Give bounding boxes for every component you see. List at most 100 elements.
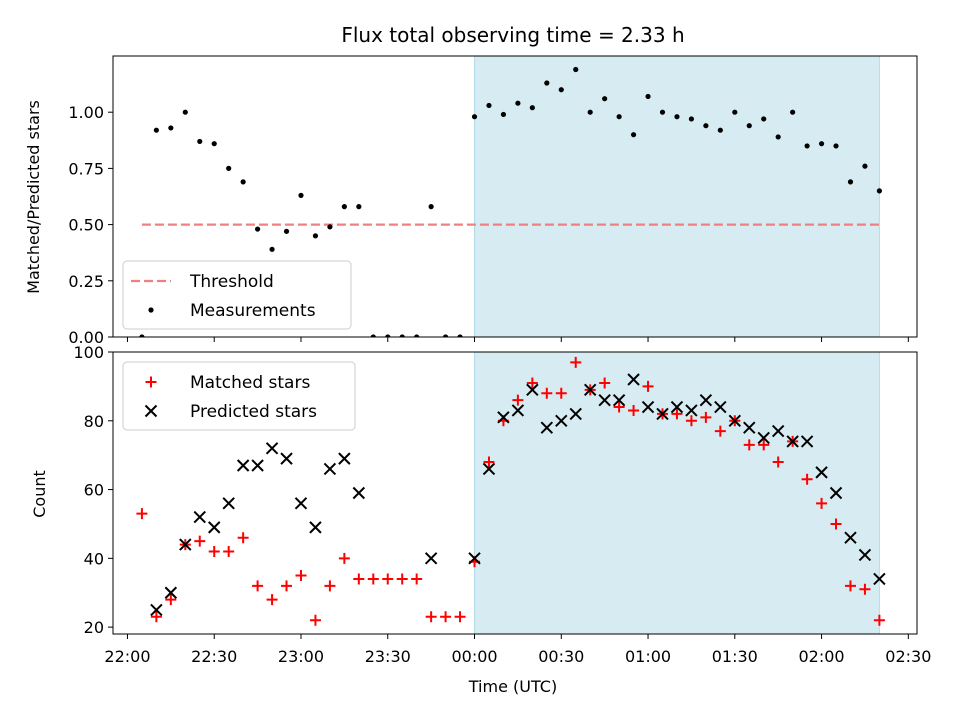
measurement-point xyxy=(500,111,507,118)
predicted-stars-point xyxy=(179,538,192,551)
predicted-stars-point xyxy=(323,462,337,476)
measurement-point xyxy=(182,109,188,115)
predicted-stars-point xyxy=(222,497,235,510)
matched-stars-point xyxy=(844,580,856,592)
predicted-stars-point xyxy=(294,497,308,510)
predicted-stars-point xyxy=(236,459,250,472)
predicted-stars-point xyxy=(193,510,206,524)
x-tick-label: 01:00 xyxy=(625,647,671,666)
matched-stars-point xyxy=(570,356,582,368)
legend-box xyxy=(122,361,356,431)
matched-stars-point xyxy=(237,532,249,544)
matched-stars-point xyxy=(801,473,813,485)
matched-stars-point xyxy=(873,614,885,626)
predicted-stars-point xyxy=(424,552,438,565)
measurement-point xyxy=(298,192,304,198)
matched-stars-point xyxy=(136,508,148,520)
matched-stars-point xyxy=(555,387,567,399)
matched-stars-point xyxy=(685,415,697,427)
matched-stars-point xyxy=(338,552,350,564)
x-tick-label: 00:30 xyxy=(538,647,584,666)
measurement-point xyxy=(544,80,550,86)
matched-stars-point xyxy=(440,611,452,623)
bottom-y-tick-label: 100 xyxy=(73,343,104,362)
bottom-y-tick-label: 80 xyxy=(84,412,104,431)
top-axes-frame xyxy=(112,55,918,338)
matched-stars-point xyxy=(382,573,394,585)
matched-stars-point xyxy=(671,408,683,420)
predicted-stars-point xyxy=(699,393,713,407)
top-y-tick-label: 0.00 xyxy=(68,328,104,347)
measurement-point xyxy=(240,179,246,185)
measurement-point xyxy=(197,138,203,145)
bottom-y-axis-label: Count xyxy=(30,470,49,518)
measurement-point xyxy=(862,163,868,169)
measurement-point xyxy=(717,127,723,133)
predicted-stars-point xyxy=(309,521,322,534)
matched-stars-point xyxy=(353,573,365,585)
predicted-stars-point xyxy=(873,572,886,586)
measurement-point xyxy=(761,116,767,122)
predicted-stars-point xyxy=(569,407,582,421)
matched-stars-point xyxy=(599,377,611,389)
predicted-stars-point xyxy=(598,393,611,407)
x-tick-label: 01:30 xyxy=(712,647,758,666)
measurement-point xyxy=(847,179,854,185)
predicted-stars-point xyxy=(526,383,539,397)
measurement-point xyxy=(255,226,261,232)
measurement-point xyxy=(341,204,347,210)
measurement-point xyxy=(645,93,651,100)
matched-stars-point xyxy=(150,611,162,623)
x-tick-label: 02:00 xyxy=(799,647,845,666)
measurement-point xyxy=(573,66,579,73)
x-tick-label: 23:00 xyxy=(278,647,324,666)
matched-stars-point xyxy=(208,545,220,557)
predicted-stars-point xyxy=(208,521,221,534)
matched-stars-point xyxy=(223,545,235,557)
bottom-y-tick-label: 40 xyxy=(84,549,104,568)
predicted-stars-point xyxy=(757,431,770,445)
measurement-point xyxy=(168,125,174,131)
x-tick-label: 22:00 xyxy=(104,647,150,666)
top-y-axis-label: Matched/Predicted stars xyxy=(24,100,43,294)
top-panel: 0.00 0.25 0.50 0.75 1.00 Threshold Measurement… xyxy=(68,55,918,347)
bottom-y-tick-label: 60 xyxy=(84,481,104,500)
predicted-stars-point xyxy=(829,486,843,500)
measurement-point xyxy=(226,165,232,171)
measurement-point xyxy=(790,109,796,115)
matched-stars-point xyxy=(613,401,625,413)
matched-stars-point xyxy=(454,611,466,623)
legend-measurements-swatch xyxy=(148,307,154,313)
legend-predicted-swatch xyxy=(144,404,158,418)
measurement-point xyxy=(139,334,145,337)
matched-stars-point xyxy=(512,394,524,406)
matched-stars-point xyxy=(772,456,784,468)
legend-label: Predicted stars xyxy=(190,402,317,422)
matched-stars-point xyxy=(700,411,712,423)
measurement-point xyxy=(616,114,622,120)
measurement-point xyxy=(414,334,420,337)
predicted-stars-point xyxy=(338,452,351,465)
predicted-stars-point xyxy=(670,400,684,414)
legend-label: Threshold xyxy=(189,272,274,292)
measurement-point xyxy=(630,132,637,138)
measurement-point xyxy=(587,109,593,115)
top-plot-area xyxy=(139,66,883,337)
predicted-stars-point xyxy=(858,548,872,562)
measurement-point xyxy=(312,233,319,239)
matched-stars-point xyxy=(830,518,842,530)
top-legend: Threshold Measurements xyxy=(122,260,352,330)
matched-stars-point xyxy=(252,580,264,592)
measurement-point xyxy=(428,204,434,210)
predicted-stars-point xyxy=(714,400,727,414)
measurement-point xyxy=(876,188,883,194)
measurement-point xyxy=(356,204,362,210)
legend-matched-swatch xyxy=(145,376,157,388)
top-y-tick-label: 0.75 xyxy=(68,159,104,178)
bottom-y-tick-label: 20 xyxy=(84,618,104,637)
x-tick-label: 00:00 xyxy=(451,647,497,666)
predicted-stars-point xyxy=(164,586,178,599)
measurement-point xyxy=(674,114,680,120)
predicted-stars-point xyxy=(583,383,597,397)
